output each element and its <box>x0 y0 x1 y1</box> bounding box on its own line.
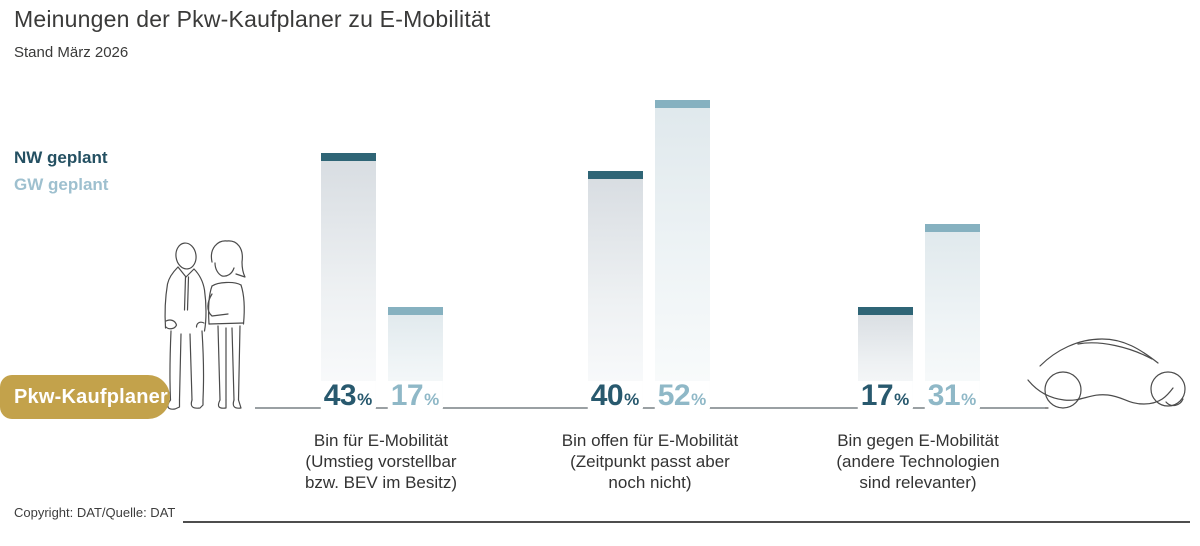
audience-badge: Pkw-Kaufplaner <box>0 375 170 419</box>
bar-cap-gw <box>655 100 710 108</box>
copyright-text: Copyright: DAT/Quelle: DAT <box>14 505 176 520</box>
footer-rule <box>183 521 1190 523</box>
bar-value-label-gw: 52% <box>654 381 710 416</box>
chart-baseline <box>255 407 1045 409</box>
bar-nw <box>321 153 376 408</box>
legend: NW geplant GW geplant <box>14 144 108 198</box>
page-title: Meinungen der Pkw-Kaufplaner zu E-Mobili… <box>14 6 491 32</box>
bar-nw <box>588 171 643 408</box>
bar-cap-nw <box>858 307 913 315</box>
bar-cap-gw <box>388 307 443 315</box>
bar-value-label-nw: 40% <box>587 381 643 416</box>
bar-cap-nw <box>321 153 376 161</box>
legend-item-gw: GW geplant <box>14 175 109 194</box>
category-caption-2: Bin offen für E-Mobilität (Zeitpunkt pas… <box>561 431 739 492</box>
bar-cap-gw <box>925 224 980 232</box>
bar-value-label-gw: 31% <box>924 381 980 416</box>
category-caption-1: Bin für E-Mobilität (Umstieg vorstellbar… <box>304 431 458 492</box>
audience-badge-label: Pkw-Kaufplaner <box>14 385 168 408</box>
car-illustration <box>1020 338 1186 409</box>
category-caption-3: Bin gegen E-Mobilität (andere Technologi… <box>836 431 1000 492</box>
bar-value-label-nw: 43% <box>320 381 376 416</box>
legend-item-nw: NW geplant <box>14 148 108 167</box>
bar-gw <box>655 100 710 408</box>
bar-gw <box>925 224 980 408</box>
bar-cap-nw <box>588 171 643 179</box>
bar-value-label-nw: 17% <box>857 381 913 416</box>
bar-value-label-gw: 17% <box>387 381 443 416</box>
subtitle-date: Stand März 2026 <box>14 44 129 61</box>
